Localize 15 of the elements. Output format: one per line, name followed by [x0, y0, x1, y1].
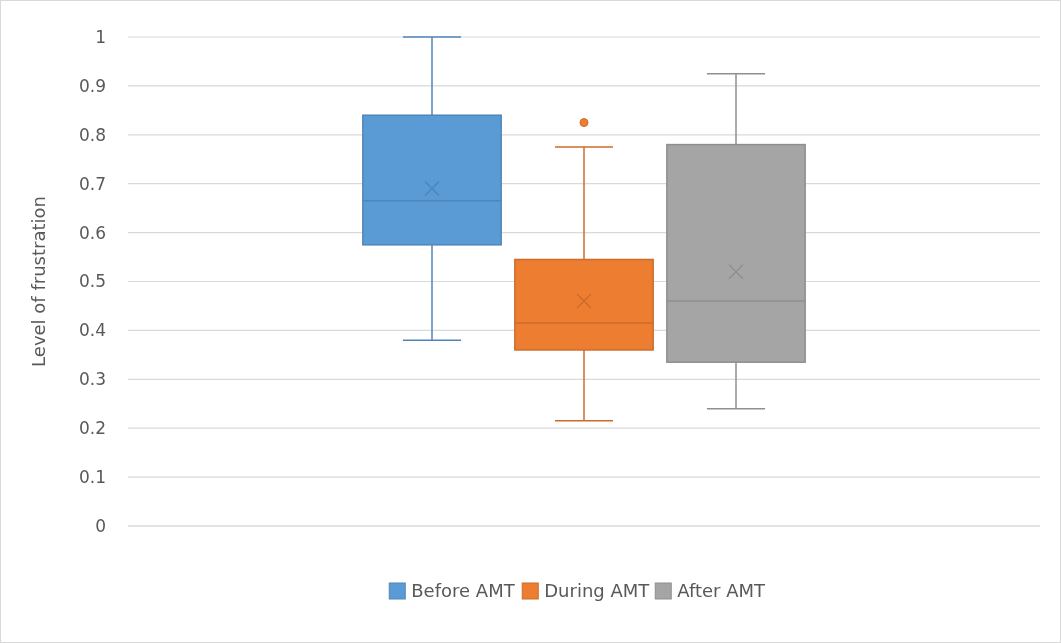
y-tick-label: 0.3 — [78, 369, 106, 390]
y-tick-label: 0.1 — [78, 467, 106, 488]
y-tick-label: 1 — [95, 26, 106, 47]
y-tick-label: 0.2 — [78, 418, 106, 439]
y-tick-label: 0.8 — [78, 124, 106, 145]
y-tick-label: 0 — [95, 515, 106, 536]
legend-label: Before AMT — [411, 580, 516, 602]
y-tick-label: 0.4 — [78, 320, 106, 341]
legend-label: After AMT — [677, 580, 767, 602]
y-axis-title: Level of frustration — [28, 196, 49, 367]
y-tick-label: 0.9 — [78, 75, 106, 96]
y-tick-label: 0.7 — [78, 173, 106, 194]
y-tick-label: 0.6 — [78, 222, 106, 243]
legend-label: During AMT — [544, 580, 651, 602]
y-tick-label: 0.5 — [78, 271, 106, 292]
